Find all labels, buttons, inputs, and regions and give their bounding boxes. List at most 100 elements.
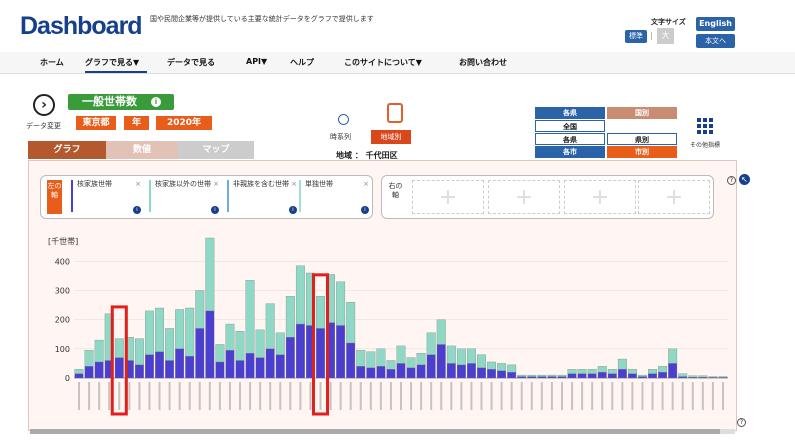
bar-nuclear xyxy=(638,376,647,379)
close-icon[interactable]: × xyxy=(213,180,219,188)
bar-non-nuclear xyxy=(275,332,285,355)
close-icon[interactable]: × xyxy=(291,180,297,188)
select-by-city[interactable]: 市別 xyxy=(607,146,677,158)
legend-item[interactable]: 単独世帯 × i xyxy=(299,180,371,214)
map-icon[interactable] xyxy=(387,103,403,123)
bar-non-nuclear xyxy=(346,302,356,344)
bar-nuclear xyxy=(295,323,305,379)
x-tick-label-mark xyxy=(198,382,201,410)
font-standard-button[interactable]: 標準 xyxy=(625,30,647,43)
info-icon[interactable]: i xyxy=(289,206,297,214)
x-tick-label-mark xyxy=(410,382,413,410)
tab-values[interactable]: 数値 xyxy=(106,141,178,159)
data-change-label[interactable]: データ変更 xyxy=(26,122,61,130)
bar-non-nuclear xyxy=(456,348,466,366)
bar-non-nuclear xyxy=(366,351,376,368)
select-city[interactable]: 各市 xyxy=(535,146,605,158)
bar-non-nuclear xyxy=(94,339,104,363)
dashboard-logo[interactable]: Dashboard xyxy=(20,12,143,40)
x-tick-label-mark xyxy=(359,382,362,410)
bar-non-nuclear xyxy=(235,331,245,361)
bar-nuclear xyxy=(416,364,426,379)
y-tick-label: 100 xyxy=(55,345,70,354)
x-tick-label-mark xyxy=(148,382,151,410)
info-icon[interactable]: i xyxy=(211,206,219,214)
y-tick-label: 0 xyxy=(65,374,70,383)
bar-nuclear xyxy=(406,367,416,379)
english-button[interactable]: English xyxy=(696,17,735,31)
select-by-country[interactable]: 国別 xyxy=(607,107,677,119)
x-tick-label-mark xyxy=(228,382,231,410)
help-icon[interactable]: ? xyxy=(727,176,736,185)
x-tick-label-mark xyxy=(249,382,252,410)
add-series-button[interactable]: + xyxy=(488,180,560,214)
bar-non-nuclear xyxy=(617,358,627,370)
bar-nuclear xyxy=(175,348,185,379)
legend-item[interactable]: 非親族を含む世帯 × i xyxy=(227,180,299,214)
font-large-button[interactable]: 大 xyxy=(657,28,674,44)
add-series-button[interactable]: + xyxy=(564,180,636,214)
legend-item[interactable]: 核家族以外の世帯 × i xyxy=(149,180,221,214)
add-series-button[interactable]: + xyxy=(412,180,484,214)
info-icon[interactable]: i xyxy=(133,206,141,214)
bar-nuclear xyxy=(185,355,195,379)
x-tick-label-mark xyxy=(98,382,101,410)
nav-contact[interactable]: お問い合わせ xyxy=(459,58,507,67)
x-tick-label-mark xyxy=(621,382,624,410)
grid-menu-icon[interactable] xyxy=(697,118,713,134)
nav-graph[interactable]: グラフで見る▼ xyxy=(85,58,140,67)
nav-data[interactable]: データで見る xyxy=(167,58,215,67)
period-unit-badge[interactable]: 年 xyxy=(124,116,149,130)
nav-about[interactable]: このサイトについて▼ xyxy=(344,58,422,67)
select-pref[interactable]: 各県 xyxy=(535,133,605,145)
year-badge[interactable]: 2020年 xyxy=(156,116,212,130)
add-series-button[interactable]: + xyxy=(638,180,710,214)
nav-api[interactable]: API▼ xyxy=(246,57,268,66)
data-change-arrow-icon[interactable]: › xyxy=(33,94,55,116)
site-tagline: 国や民間企業等が提供している主要な統計データをグラフで提供します xyxy=(150,15,374,23)
tab-map[interactable]: マップ xyxy=(178,141,254,159)
close-icon[interactable]: × xyxy=(363,180,369,188)
y-tick-label: 200 xyxy=(55,316,70,325)
bar-nuclear xyxy=(446,363,456,379)
x-tick-label-mark xyxy=(671,382,674,410)
expand-icon[interactable]: ↖ xyxy=(739,174,750,185)
region-selector[interactable]: 地域 ： 千代田区 xyxy=(336,151,398,160)
clock-icon[interactable] xyxy=(338,114,349,125)
nav-home[interactable]: ホーム xyxy=(40,58,64,67)
bar-nuclear xyxy=(557,376,567,379)
bar-nuclear xyxy=(507,372,517,379)
x-tick-label-mark xyxy=(400,382,402,410)
legend-item[interactable]: 核家族世帯 × i xyxy=(71,180,143,214)
info-icon[interactable]: i xyxy=(361,206,369,214)
right-axis-legend: 右の軸 + + + + xyxy=(381,175,714,219)
x-tick-label-mark xyxy=(631,382,634,410)
select-by-pref[interactable]: 県別 xyxy=(607,133,677,145)
bar-non-nuclear xyxy=(718,376,728,378)
select-each-pref[interactable]: 各県 xyxy=(535,107,605,119)
other-indicators-label[interactable]: その他指標 xyxy=(690,142,721,149)
help-icon[interactable]: ? xyxy=(737,418,746,427)
bar-non-nuclear xyxy=(607,369,617,374)
highlight-box xyxy=(311,273,330,416)
close-icon[interactable]: × xyxy=(135,180,141,188)
x-tick-label-mark xyxy=(168,382,171,410)
bar-nuclear xyxy=(436,344,446,379)
region-badge[interactable]: 東京都 xyxy=(76,116,116,130)
tab-graph[interactable]: グラフ xyxy=(28,141,106,159)
regional-toggle[interactable]: 地域別 xyxy=(371,130,411,144)
bar-nuclear xyxy=(537,376,547,379)
scrollbar-thumb[interactable] xyxy=(30,429,720,434)
bar-nuclear xyxy=(195,328,205,379)
select-national[interactable]: 全国 xyxy=(535,120,605,132)
x-tick-label-mark xyxy=(540,382,543,410)
skip-to-content-button[interactable]: 本文へ xyxy=(696,34,735,48)
nav-help[interactable]: ヘルプ xyxy=(290,58,314,67)
info-icon[interactable]: i xyxy=(151,97,161,107)
legend-item-label: 核家族以外の世帯 xyxy=(155,180,211,188)
bar-nuclear xyxy=(577,373,587,379)
bar-non-nuclear xyxy=(497,363,507,371)
timeseries-toggle[interactable]: 時系列 xyxy=(330,133,351,141)
bar-nuclear xyxy=(316,328,325,379)
